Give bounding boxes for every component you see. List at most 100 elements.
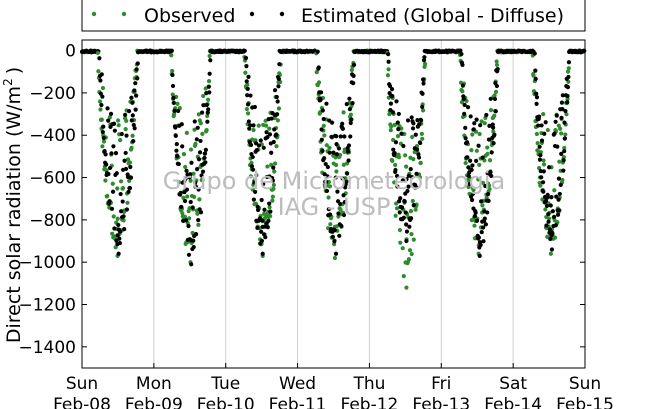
x-tick-label-date-0: Feb-08 (53, 395, 111, 409)
observed-point-688 (191, 194, 197, 199)
y-tick-label-5: −1000 (18, 253, 76, 273)
observed-point-621 (125, 157, 131, 162)
estimated-point-1309 (252, 180, 257, 185)
x-tick-label-date-5: Feb-13 (412, 395, 470, 409)
estimated-point-1256 (193, 180, 198, 185)
estimated-point-1493 (405, 188, 410, 194)
estimated-point-1424 (340, 176, 345, 181)
watermark: Grupo de Micrometeorologia IAG - USP (163, 167, 505, 221)
observed-point-1044 (494, 62, 500, 68)
estimated-point-1199 (132, 88, 137, 93)
estimated-point-1632 (540, 180, 546, 185)
estimated-point-1135 (101, 124, 106, 129)
observed-point-747 (253, 201, 259, 206)
estimated-point-1680 (561, 158, 566, 163)
estimated-point-1428 (342, 134, 347, 139)
observed-point-957 (420, 136, 425, 141)
observed-point-1043 (494, 59, 499, 64)
estimated-point-1301 (248, 142, 254, 148)
estimated-point-1263 (196, 187, 201, 192)
estimated-point-1598 (489, 150, 494, 155)
observed-point-579 (105, 193, 110, 199)
estimated-point-1629 (539, 123, 544, 128)
observed-point-833 (328, 222, 333, 227)
observed-point-1060 (536, 165, 542, 171)
estimated-point-1248 (189, 160, 194, 165)
estimated-point-1505 (410, 126, 416, 131)
estimated-point-1227 (179, 204, 184, 210)
x-tick-label-day-0: Sun (66, 374, 98, 394)
estimated-point-1283 (206, 107, 211, 112)
observed-point-599 (115, 186, 120, 191)
estimated-point-1682 (562, 120, 567, 125)
estimated-point-1287 (208, 58, 213, 63)
estimated-point-1369 (260, 251, 265, 256)
estimated-point-1658 (552, 214, 557, 219)
observed-point-719 (206, 79, 212, 84)
observed-point-929 (406, 257, 412, 262)
observed-point-695 (195, 211, 200, 216)
estimated-point-1512 (414, 185, 419, 190)
estimated-point-1669 (556, 176, 562, 181)
estimated-point-1198 (131, 122, 136, 128)
estimated-point-1203 (134, 93, 139, 98)
estimated-point-1450 (333, 251, 339, 256)
estimated-point-1487 (402, 199, 407, 204)
observed-point-952 (417, 175, 423, 180)
estimated-point-1683 (562, 136, 568, 141)
estimated-point-1671 (557, 191, 562, 197)
estimated-point-1169 (117, 240, 122, 246)
estimated-point-1269 (199, 173, 204, 178)
estimated-point-1194 (129, 118, 134, 123)
estimated-point-1678 (560, 93, 565, 98)
estimated-point-1540 (463, 125, 468, 131)
estimated-point-1266 (197, 150, 203, 155)
estimated-point-1163 (114, 171, 119, 176)
estimated-point-1267 (198, 138, 203, 144)
observed-point-602 (116, 123, 121, 128)
estimated-point-1526 (420, 91, 425, 96)
estimated-point-1158 (112, 226, 117, 231)
observed-point-911 (398, 240, 403, 245)
estimated-point-1443 (349, 117, 354, 122)
estimated-point-1132 (99, 72, 104, 77)
observed-point-561 (96, 69, 101, 74)
y-axis-label-close: ) (3, 67, 25, 74)
observed-point-1125 (566, 66, 571, 71)
observed-point-607 (118, 179, 124, 184)
estimated-point-1515 (415, 118, 420, 123)
estimated-point-1346 (267, 132, 273, 137)
estimated-point-1235 (182, 198, 188, 204)
estimated-point-1350 (269, 116, 274, 121)
estimated-point-1413 (335, 189, 340, 194)
observed-point-669 (182, 214, 188, 219)
observed-point-787 (272, 169, 277, 174)
estimated-point-1349 (269, 150, 274, 155)
observed-point-596 (113, 245, 118, 250)
estimated-point-1290 (244, 64, 249, 69)
estimated-point-1580 (481, 239, 486, 244)
estimated-point-1621 (536, 123, 541, 128)
y-tick-label-6: −1200 (18, 296, 76, 316)
observed-point-1006 (477, 162, 482, 167)
estimated-point-1665 (555, 144, 560, 149)
estimated-point-1289 (243, 55, 249, 61)
observed-point-681 (188, 178, 193, 183)
observed-point-1093 (552, 188, 557, 193)
observed-point-625 (127, 160, 133, 165)
estimated-point-1257 (193, 184, 198, 189)
estimated-point-1376 (318, 97, 323, 103)
estimated-point-1270 (199, 110, 205, 115)
legend-marker-3 (279, 11, 285, 17)
observed-point-1038 (492, 113, 497, 118)
estimated-point-1145 (106, 118, 111, 123)
estimated-point-1179 (122, 158, 127, 163)
observed-point-795 (275, 118, 280, 123)
observed-point-777 (267, 205, 272, 210)
observed-point-888 (387, 112, 392, 117)
estimated-point-1170 (118, 229, 123, 234)
estimated-point-1228 (179, 122, 184, 127)
observed-point-916 (400, 246, 405, 251)
observed-point-1100 (555, 220, 560, 225)
